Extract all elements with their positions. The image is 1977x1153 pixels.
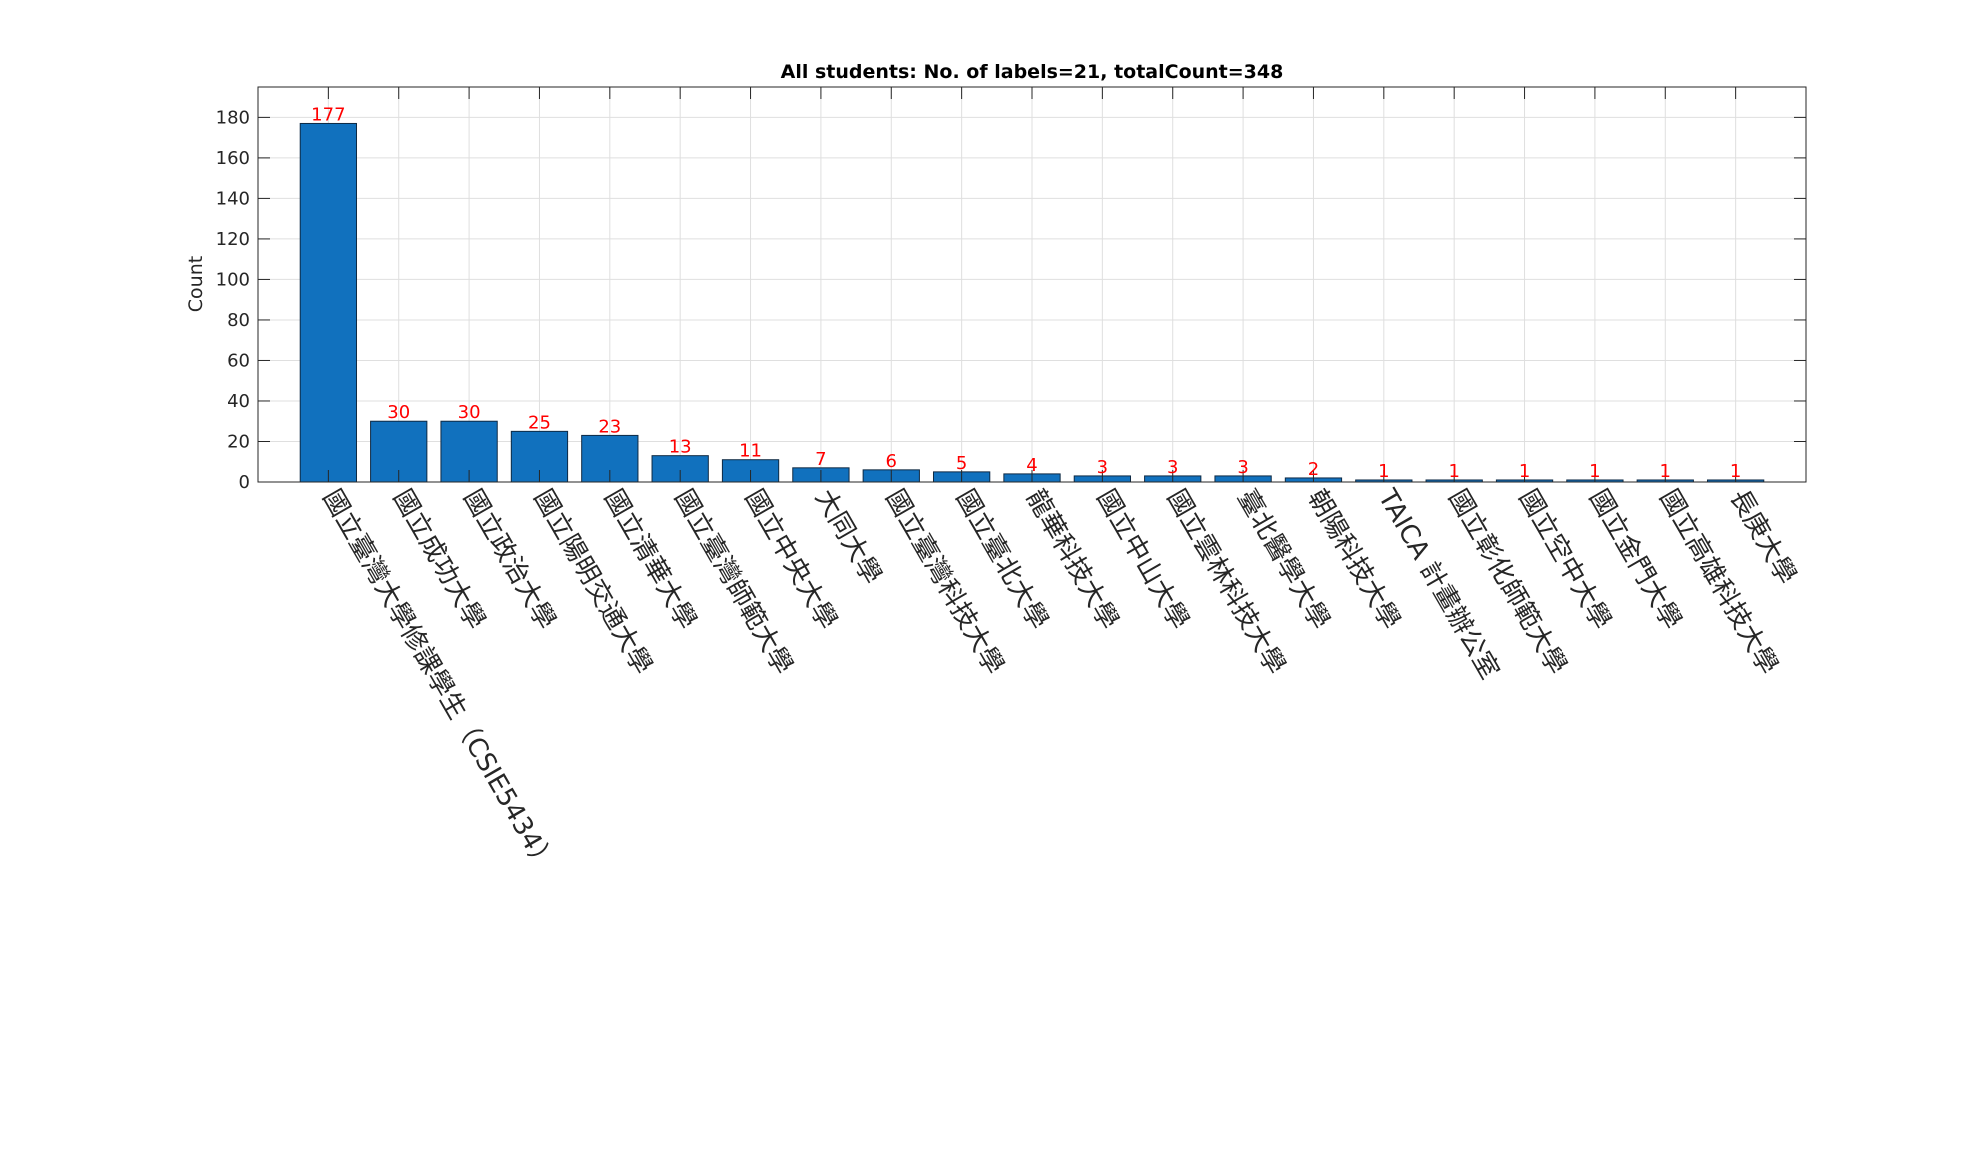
data-label: 1: [1730, 461, 1741, 482]
y-tick-label: 80: [227, 310, 250, 331]
y-tick-label: 120: [216, 229, 250, 250]
data-label: 25: [528, 412, 551, 433]
data-label: 30: [387, 402, 410, 423]
data-label: 1: [1589, 461, 1600, 482]
y-tick-label: 160: [216, 148, 250, 169]
data-label: 3: [1167, 457, 1178, 478]
y-tick-label: 180: [216, 107, 250, 128]
data-label: 4: [1026, 455, 1037, 476]
chart-title: All students: No. of labels=21, totalCou…: [781, 61, 1284, 83]
data-label: 7: [815, 449, 826, 470]
data-label: 1: [1378, 461, 1389, 482]
data-label: 177: [311, 104, 345, 125]
tick-layer: [258, 87, 1806, 483]
y-tick-label: 100: [216, 269, 250, 290]
data-label: 5: [956, 453, 967, 474]
data-label: 30: [458, 402, 481, 423]
data-label: 13: [669, 437, 692, 458]
y-tick-label: 40: [227, 391, 250, 412]
data-label: 1: [1519, 461, 1530, 482]
data-label: 1: [1448, 461, 1459, 482]
y-tick-label: 140: [216, 188, 250, 209]
data-label: 1: [1660, 461, 1671, 482]
y-tick-label: 0: [239, 472, 250, 493]
bar-layer: [299, 122, 1765, 483]
data-label: 3: [1237, 457, 1248, 478]
data-label: 3: [1097, 457, 1108, 478]
data-label: 2: [1308, 459, 1319, 480]
bar: [299, 122, 358, 483]
data-label: 23: [598, 416, 621, 437]
y-tick-label: 20: [227, 431, 250, 452]
data-label: 6: [886, 451, 897, 472]
y-tick-label: 60: [227, 350, 250, 371]
data-label: 11: [739, 441, 762, 462]
y-axis-label: Count: [185, 256, 207, 312]
grid-layer: [258, 87, 1806, 483]
